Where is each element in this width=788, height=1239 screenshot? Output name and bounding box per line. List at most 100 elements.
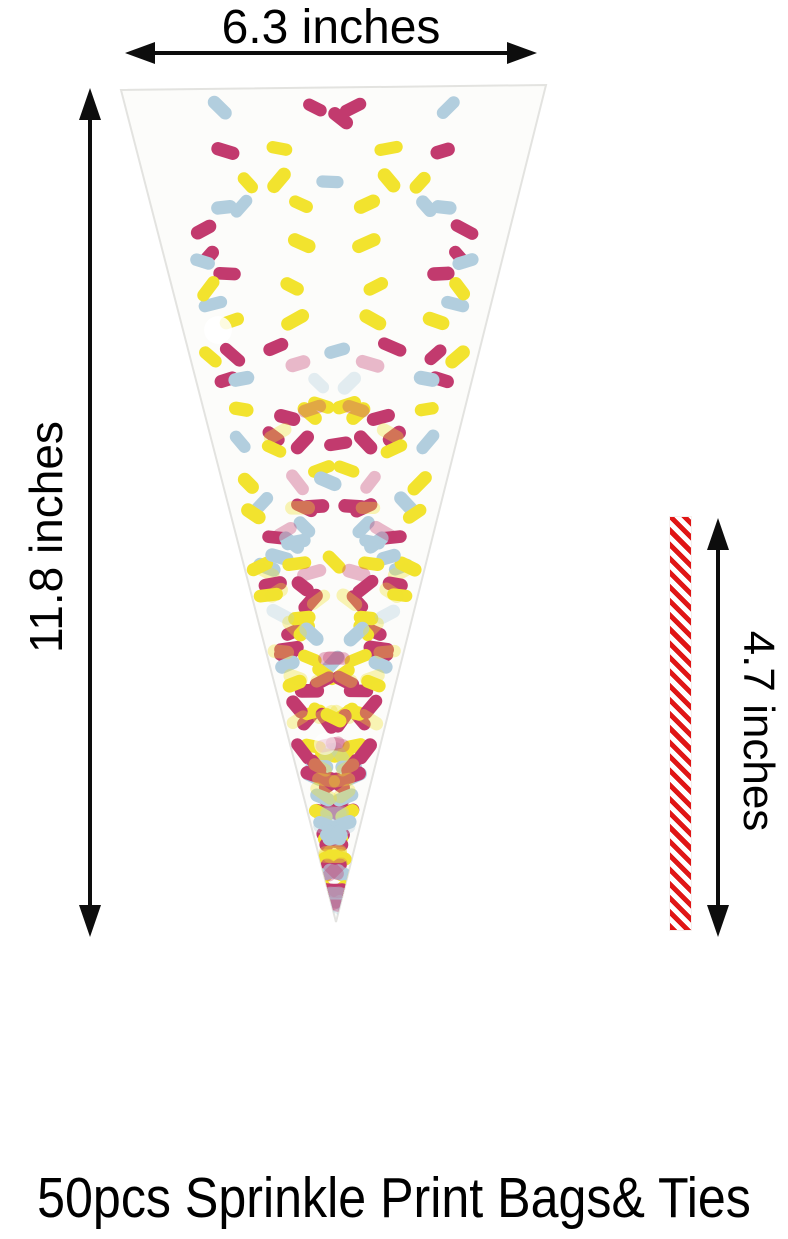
sprinkle xyxy=(241,503,266,525)
sprinkle xyxy=(300,499,330,514)
sprinkle xyxy=(297,402,322,425)
sprinkle xyxy=(267,167,291,194)
sprinkle xyxy=(313,471,342,492)
sprinkle xyxy=(355,354,385,373)
arrowhead-up-icon xyxy=(707,518,729,550)
arrow-line xyxy=(716,526,720,929)
sprinkle xyxy=(308,396,335,414)
sprinkle xyxy=(297,564,327,582)
cone-bag-body xyxy=(119,83,548,923)
sprinkle xyxy=(298,399,327,418)
sprinkle xyxy=(413,370,440,387)
sprinkle xyxy=(308,460,335,478)
sprinkle xyxy=(281,533,311,551)
sprinkle xyxy=(253,587,283,603)
sprinkle xyxy=(387,588,413,602)
sprinkle xyxy=(363,277,389,296)
sprinkle xyxy=(230,194,253,218)
sprinkle xyxy=(332,788,359,807)
sprinkle xyxy=(286,469,309,496)
sprinkle xyxy=(320,708,347,728)
sprinkle xyxy=(344,649,372,668)
arrowhead-left-icon xyxy=(125,42,155,64)
sprinkle xyxy=(299,622,324,646)
sprinkle xyxy=(394,556,422,577)
sprinkle xyxy=(318,772,344,794)
sprinkle-pattern xyxy=(190,95,479,916)
sprinkle xyxy=(336,588,363,612)
sprinkle xyxy=(430,142,455,160)
tie-length-arrow-icon xyxy=(706,518,730,937)
sprinkle xyxy=(375,604,401,625)
sprinkle xyxy=(407,471,432,496)
sprinkle xyxy=(228,370,255,387)
sprinkle xyxy=(310,788,335,807)
sprinkle xyxy=(382,425,406,447)
arrowhead-up-icon xyxy=(79,88,101,120)
sprinkle xyxy=(246,556,274,577)
sprinkle xyxy=(319,828,346,846)
sprinkle xyxy=(339,97,367,118)
arrowhead-down-icon xyxy=(79,905,101,937)
sprinkle xyxy=(359,694,383,720)
sprinkle xyxy=(409,171,431,194)
sprinkle xyxy=(373,644,401,659)
sprinkle xyxy=(449,277,471,301)
sprinkle xyxy=(321,858,344,881)
bag-width-arrow-icon xyxy=(125,41,537,65)
sprinkle xyxy=(337,371,361,395)
bag-glare xyxy=(204,316,336,755)
sprinkle xyxy=(317,864,345,881)
sprinkle xyxy=(332,395,362,415)
sprinkle xyxy=(358,556,385,571)
sprinkle xyxy=(267,644,295,660)
sprinkle xyxy=(261,439,287,458)
sprinkle xyxy=(377,168,401,193)
sprinkle xyxy=(282,615,307,641)
sprinkle xyxy=(352,515,375,539)
sprinkle xyxy=(308,372,330,394)
sprinkle xyxy=(402,503,427,524)
sprinkle xyxy=(321,824,345,847)
sprinkle xyxy=(290,430,315,455)
sprinkle xyxy=(382,576,408,593)
sprinkle xyxy=(352,233,381,254)
sprinkle xyxy=(333,783,356,804)
sprinkle xyxy=(263,337,289,357)
sprinkle xyxy=(322,845,348,859)
sprinkle xyxy=(342,399,370,418)
bag-height-arrow-icon xyxy=(78,88,102,937)
sprinkle xyxy=(285,501,315,515)
sprinkle xyxy=(211,200,237,215)
tie-length-label: 4.7 inches xyxy=(734,630,783,832)
sprinkle xyxy=(298,649,322,667)
sprinkle xyxy=(322,550,346,574)
sprinkle xyxy=(285,355,311,373)
sprinkle xyxy=(356,709,384,731)
sprinkle xyxy=(416,195,437,218)
sprinkle xyxy=(330,704,356,725)
sprinkle xyxy=(360,470,381,494)
sprinkle xyxy=(237,172,258,194)
sprinkle xyxy=(366,408,395,426)
sprinkle xyxy=(319,805,347,821)
sprinkle xyxy=(305,754,327,777)
sprinkle xyxy=(436,96,460,120)
sprinkle xyxy=(262,426,285,446)
arrow-line xyxy=(133,51,529,55)
sprinkle xyxy=(452,253,479,271)
sprinkle xyxy=(190,219,217,240)
sprinkle xyxy=(353,430,378,455)
bag-height-label: 11.8 inches xyxy=(20,421,72,653)
sprinkle xyxy=(318,651,345,666)
sprinkle xyxy=(318,844,348,860)
sprinkle xyxy=(306,589,331,611)
sprinkle xyxy=(343,621,370,647)
sprinkle xyxy=(309,671,336,691)
sprinkle xyxy=(331,670,360,692)
sprinkle xyxy=(298,588,323,615)
twist-tie xyxy=(669,516,692,931)
sprinkle xyxy=(342,563,371,582)
